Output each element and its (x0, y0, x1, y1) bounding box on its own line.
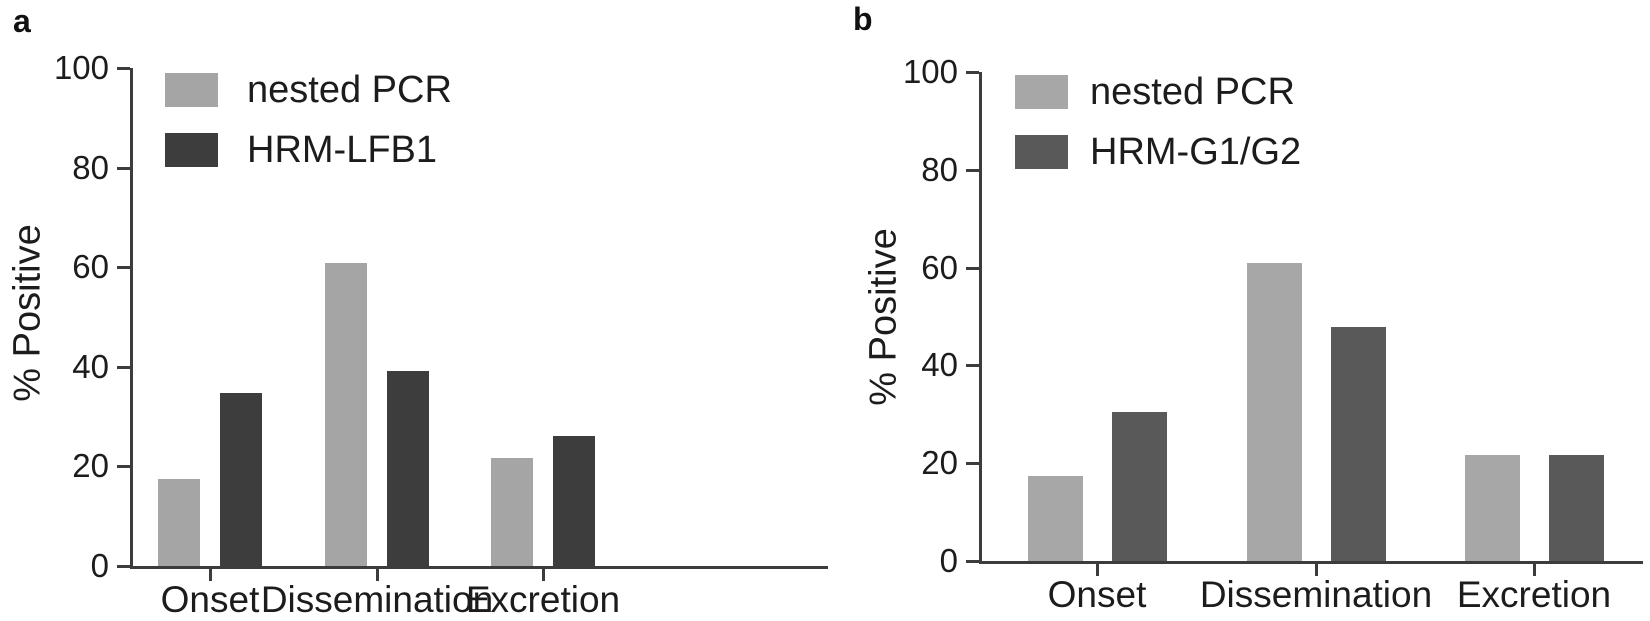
bar-nested-pcr-onset (1027, 475, 1083, 561)
y-tick-label: 100 (902, 53, 958, 90)
x-axis (130, 566, 828, 569)
x-category-label-excretion: Excretion (1456, 574, 1612, 615)
bar-hrm-g1-g2-excretion (1548, 454, 1604, 561)
x-axis (979, 561, 1643, 564)
legend-swatch-nested-pcr (1015, 75, 1068, 109)
legend-label-nested-pcr: nested PCR (247, 69, 452, 111)
x-category-label-onset: Onset (160, 579, 260, 620)
bar-nested-pcr-excretion (1464, 454, 1520, 561)
y-tick-label: 60 (72, 248, 109, 286)
bar-nested-pcr-dissemination (325, 262, 367, 566)
y-axis (979, 72, 982, 564)
x-category-label-excretion: Excretion (465, 579, 621, 620)
y-tick-label: 20 (921, 444, 958, 482)
y-tick (117, 67, 130, 70)
y-tick (117, 465, 130, 469)
legend-label-hrm-g1-g2: HRM-G1/G2 (1090, 131, 1302, 173)
legend-label-hrm-lfb1: HRM-LFB1 (247, 129, 438, 171)
bar-nested-pcr-dissemination (1246, 263, 1302, 561)
panel-b-letter: b (853, 1, 873, 37)
y-tick (966, 364, 979, 368)
bar-nested-pcr-excretion (491, 457, 533, 566)
y-tick (117, 565, 130, 568)
panel-a-letter: a (13, 3, 31, 39)
x-category-label-onset: Onset (1047, 574, 1147, 615)
y-tick-label: 60 (921, 248, 958, 286)
legend-label-nested-pcr: nested PCR (1090, 71, 1295, 113)
y-tick-label: 100 (53, 49, 109, 86)
y-tick-label: 40 (72, 347, 109, 385)
legend-swatch-hrm-g1-g2 (1015, 135, 1068, 169)
x-category-label-dissemination: Dissemination (260, 579, 494, 620)
bar-nested-pcr-onset (158, 479, 200, 566)
y-tick-label: 0 (90, 547, 109, 584)
y-tick-label: 80 (921, 150, 958, 188)
x-category-label-dissemination: Dissemination (1199, 574, 1433, 615)
x-tick (1095, 564, 1099, 576)
x-tick (208, 569, 212, 581)
y-tick (966, 266, 979, 270)
y-tick-label: 0 (939, 542, 958, 579)
y-tick-label: 80 (72, 148, 109, 186)
y-tick (117, 166, 130, 170)
y-tick-label: 20 (72, 447, 109, 485)
bar-hrm-lfb1-onset (220, 392, 262, 566)
legend-swatch-nested-pcr (165, 73, 218, 107)
y-axis (130, 68, 133, 569)
y-tick (117, 365, 130, 369)
x-tick (541, 569, 545, 581)
x-tick (375, 569, 379, 581)
y-tick-label: 40 (921, 346, 958, 384)
bar-hrm-g1-g2-onset (1111, 412, 1167, 561)
x-tick (1532, 564, 1536, 576)
y-tick (117, 266, 130, 270)
y-tick (966, 560, 979, 563)
bar-hrm-lfb1-dissemination (387, 371, 429, 566)
bar-hrm-g1-g2-dissemination (1330, 327, 1386, 561)
legend-swatch-hrm-lfb1 (165, 133, 218, 167)
y-tick (966, 71, 979, 74)
x-tick (1314, 564, 1318, 576)
y-tick (966, 462, 979, 466)
y-tick (966, 168, 979, 172)
bar-hrm-lfb1-excretion (553, 436, 595, 566)
